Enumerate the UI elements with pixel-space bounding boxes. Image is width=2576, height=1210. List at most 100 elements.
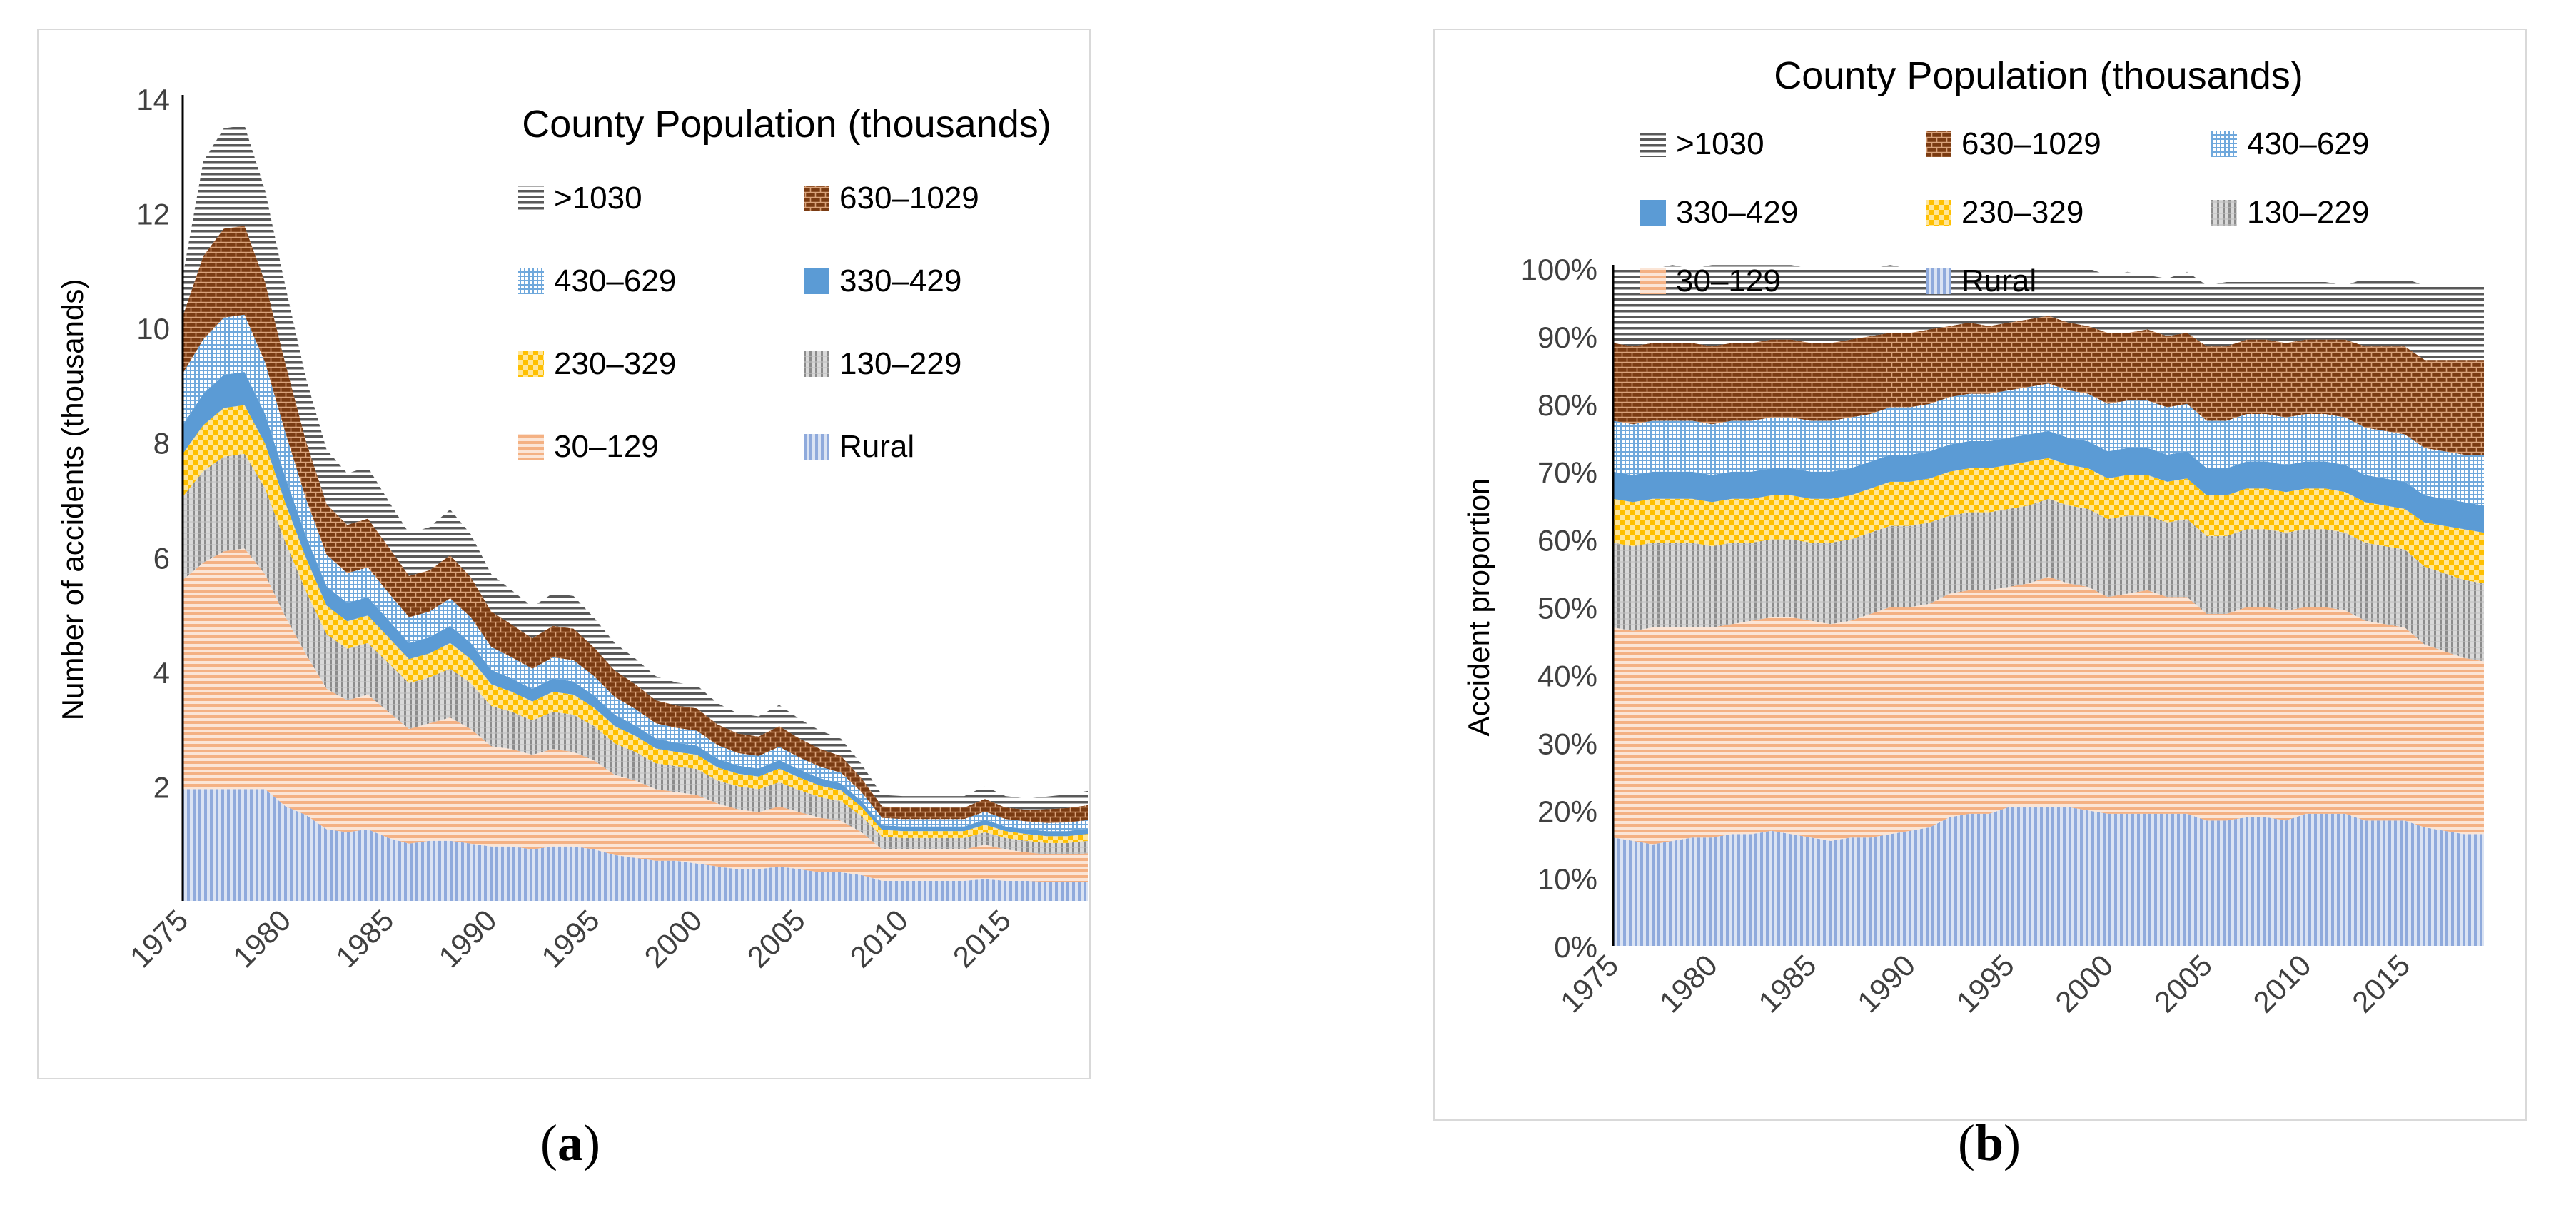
- legend-item-230-329: 230–329: [518, 346, 676, 381]
- legend-item-30-129: 30–129: [518, 429, 659, 464]
- legend-item-gt1030: >1030: [1640, 126, 1764, 161]
- x-tick-label: 1995: [535, 903, 605, 974]
- legend-swatch: [804, 186, 829, 211]
- area-30-129: [183, 548, 1088, 882]
- legend-item-330-429: 330–429: [1640, 195, 1798, 230]
- y-tick-label: 0%: [1554, 930, 1597, 964]
- x-tick-label: 2015: [2345, 948, 2416, 1019]
- legend-swatch: [518, 186, 544, 211]
- y-tick-label: 6: [153, 541, 170, 575]
- legend-title: County Population (thousands): [1774, 54, 2303, 97]
- area-rural: [1613, 807, 2484, 946]
- y-tick-label: 70%: [1537, 456, 1597, 490]
- x-tick-label: 1990: [1851, 948, 1921, 1019]
- legend-label: 430–629: [2247, 126, 2369, 161]
- legend-swatch: [2211, 200, 2237, 226]
- area-230-329: [183, 405, 1088, 843]
- legend-item-230-329: 230–329: [1926, 195, 2083, 230]
- y-tick-label: 2: [153, 770, 170, 804]
- y-tick-label: 40%: [1537, 659, 1597, 692]
- legend-label: 230–329: [554, 346, 676, 381]
- legend-swatch: [1926, 200, 1951, 226]
- area-630-1029: [183, 226, 1088, 823]
- area-layer: [183, 125, 1088, 901]
- panel-a-frame: 2 4 6 8 10 12 14 1975 1980 1985 1990 1995 2000 2005 20…: [37, 29, 1091, 1079]
- panel-b-frame: 0% 10% 20% 30% 40% 50% 60% 70% 80% 90% 100% 1975 198…: [1433, 29, 2527, 1121]
- legend-label: 30–129: [554, 429, 659, 464]
- legend-item-30-129: 30–129: [1640, 263, 1781, 298]
- y-tick-label: 10%: [1537, 862, 1597, 896]
- y-axis-label: Accident proportion: [1462, 478, 1495, 737]
- area-gt1030: [1613, 265, 2484, 361]
- x-tick-label: 2000: [2049, 948, 2119, 1019]
- legend-item-rural: Rural: [804, 429, 914, 464]
- legend-swatch: [1926, 131, 1951, 157]
- chart-a: 2 4 6 8 10 12 14 1975 1980 1985 1990 1995 2000 2005 20…: [56, 83, 1088, 974]
- legend-item-430-629: 430–629: [2211, 126, 2369, 161]
- area-layer: [1613, 265, 2484, 946]
- caption-b: (b): [1958, 1114, 2021, 1171]
- y-tick-label: 90%: [1537, 321, 1597, 354]
- legend-title: County Population (thousands): [522, 103, 1051, 146]
- x-tick-label: 2005: [2148, 948, 2218, 1019]
- legend-label: 230–329: [1961, 195, 2083, 230]
- legend-label: 330–429: [839, 263, 961, 298]
- legend-item-330-429: 330–429: [804, 263, 961, 298]
- y-tick-label: 4: [153, 656, 170, 690]
- legend-item-130-229: 130–229: [2211, 195, 2369, 230]
- legend-label: 130–229: [839, 346, 961, 381]
- area-gt1030: [183, 125, 1088, 810]
- x-tick-label: 1995: [1950, 948, 2021, 1019]
- legend-label: Rural: [1961, 263, 2036, 298]
- legend-swatch: [1926, 268, 1951, 294]
- area-130-229: [183, 453, 1088, 854]
- y-tick-label: 10: [136, 312, 170, 346]
- legend-swatch: [518, 434, 544, 460]
- x-tick-label: 2010: [2247, 948, 2318, 1019]
- x-tick-label: 2015: [946, 903, 1017, 974]
- y-tick-label: 100%: [1521, 253, 1597, 286]
- caption-a: (a): [540, 1114, 600, 1171]
- legend-swatch: [518, 351, 544, 377]
- area-30-129: [1613, 576, 2484, 845]
- chart-b: 0%10%20%30%40%50%60%70%80%90%100%1975 198…: [1462, 54, 2484, 1019]
- legend-label: 430–629: [554, 263, 676, 298]
- x-tick-label: 1985: [1752, 948, 1822, 1019]
- x-tick-label: 2000: [638, 903, 709, 974]
- legend-item-630-1029: 630–1029: [1926, 126, 2101, 161]
- legend-label: 330–429: [1676, 195, 1798, 230]
- x-tick-label: 1980: [226, 903, 297, 974]
- legend-label: >1030: [554, 181, 642, 216]
- legend-swatch: [804, 434, 829, 460]
- x-tick-label: 1980: [1653, 948, 1724, 1019]
- x-tick-label: 2005: [741, 903, 812, 974]
- legend-label: 30–129: [1676, 263, 1781, 298]
- area-630-1029: [1613, 316, 2484, 455]
- y-tick-label: 14: [136, 83, 170, 116]
- area-330-429: [1613, 430, 2484, 533]
- y-tick-label: 50%: [1537, 592, 1597, 625]
- legend-label: >1030: [1676, 126, 1764, 161]
- legend-swatch: [1640, 131, 1666, 157]
- area-330-429: [183, 372, 1088, 837]
- legend-item-gt1030: >1030: [518, 181, 642, 216]
- x-tick-label: 2010: [844, 903, 914, 974]
- area-430-629: [183, 314, 1088, 832]
- legend-swatch: [1640, 200, 1666, 226]
- legend-label: 130–229: [2247, 195, 2369, 230]
- y-tick-label: 20%: [1537, 795, 1597, 828]
- x-tick-label: 1975: [123, 903, 194, 974]
- y-tick-label: 12: [136, 198, 170, 231]
- legend-swatch: [2211, 131, 2237, 157]
- legend-item-430-629: 430–629: [518, 263, 676, 298]
- y-tick-label: 80%: [1537, 388, 1597, 422]
- legend-label: 630–1029: [1961, 126, 2101, 161]
- legend-label: 630–1029: [839, 181, 979, 216]
- legend-swatch: [804, 268, 829, 294]
- area-230-329: [1613, 458, 2484, 584]
- legend-item-630-1029: 630–1029: [804, 181, 979, 216]
- legend-item-rural: Rural: [1926, 263, 2036, 298]
- area-130-229: [1613, 498, 2484, 662]
- y-tick-label: 60%: [1537, 524, 1597, 558]
- legend-swatch: [804, 351, 829, 377]
